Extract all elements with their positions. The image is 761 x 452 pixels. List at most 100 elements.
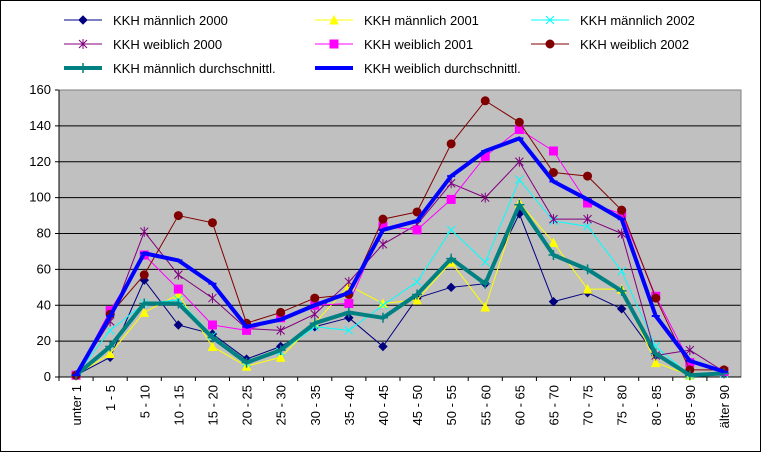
x-tick-label: 45 - 50 [410,385,425,425]
data-point [310,293,320,303]
data-point [548,250,559,261]
data-point [617,266,627,276]
data-point [241,357,252,368]
x-tick-label: unter 1 [69,385,84,425]
data-point [514,175,524,185]
x-tick-label: älter 90 [717,385,732,428]
series-line-kkh-weiblich-2002 [75,100,724,376]
x-tick-label: 20 - 25 [240,385,255,425]
y-tick-label: 40 [37,297,51,312]
data-point [412,225,422,235]
y-tick-labels: 0 20 40 60 80 100 120 140 160 [29,82,51,384]
data-point [276,325,286,336]
legend-label: KKH männlich 2002 [580,13,695,28]
series-line-kkh-maennlich-2002 [75,179,724,376]
data-point [446,225,456,235]
legend-label: KKH männlich durchschnittl. [113,61,276,76]
legend-item: KKH weiblich 2000 [64,37,222,52]
x-tick-labels: unter 1 1 - 5 5 - 10 10 - 15 15 - 20 20 - 25 2… [69,385,732,428]
x-tick-label: 10 - 15 [171,385,186,425]
data-point [548,237,559,247]
x-tick-label: 75 - 80 [615,385,630,425]
x-tick-label: 65 - 70 [546,385,561,425]
data-point [446,253,457,264]
legend-item: KKH männlich 2000 [64,13,228,28]
legend-marker [78,63,88,73]
data-point [275,352,286,362]
data-point [139,307,150,317]
data-point [548,168,558,178]
legend-item: KKH männlich 2002 [531,13,695,28]
data-point [207,341,218,352]
series-line-kkh-maennlich-durchschnittl [74,202,725,378]
data-point [514,117,524,127]
x-tick-label: 50 - 55 [444,385,459,425]
data-point [617,205,627,215]
data-point [105,326,115,335]
legend-marker [78,39,88,49]
y-tick-label: 20 [37,333,51,348]
data-point [685,345,695,356]
x-tick-label: 35 - 40 [342,385,357,425]
legend-label: KKH weiblich 2001 [364,37,473,52]
x-tick-label: 5 - 10 [137,385,152,418]
data-point [582,283,593,294]
data-point [412,294,422,305]
series-group [71,96,729,381]
axes [58,89,742,381]
series-kkh-weiblich-durchschnittl [72,136,728,377]
legend-item: KKH männlich 2001 [315,13,479,28]
legend-label: KKH männlich 2001 [364,13,479,28]
data-point [173,320,184,330]
data-point [412,289,423,300]
x-tick-label: 25 - 30 [274,385,289,425]
x-tick-label: 40 - 45 [376,385,391,425]
data-point [480,278,491,289]
data-point [480,301,491,312]
data-point [651,293,661,303]
data-point [139,270,149,280]
data-point [412,277,422,287]
data-point [446,139,456,149]
y-tick-label: 80 [37,226,51,241]
data-point [275,345,286,356]
series-kkh-maennlich-durchschnittl [71,199,729,381]
data-point [207,320,217,330]
data-point [480,257,490,267]
data-point [173,284,183,294]
y-tick-label: 140 [29,118,51,133]
data-point [378,341,388,352]
legend: KKH männlich 2000 KKH männlich 2001 KKH mä… [64,13,695,76]
data-point [412,207,422,217]
data-point [378,214,388,224]
series-line-kkh-weiblich-durchschnittl [74,136,725,377]
legend-marker [329,14,339,25]
x-tick-label: 1 - 5 [103,385,118,411]
series-line-kkh-maennlich-2000 [75,213,724,376]
data-point [343,307,354,318]
x-tick-label: 30 - 35 [308,385,323,425]
data-point [480,96,490,106]
y-tick-label: 100 [29,190,51,205]
data-point [548,296,559,307]
data-point [684,370,695,381]
data-point [105,348,115,359]
series-line-kkh-weiblich-2001 [75,128,725,376]
data-point [548,146,558,156]
x-tick-label: 55 - 60 [478,385,493,425]
legend-label: KKH weiblich durchschnittl. [364,61,521,76]
data-point [446,194,456,204]
legend-label: KKH weiblich 2000 [113,37,222,52]
legend-marker [78,15,88,25]
data-point [549,214,558,225]
data-point [650,348,661,359]
data-point [514,199,525,210]
data-point [583,171,593,181]
legend-label: KKH männlich 2000 [113,13,228,28]
x-tick-label: 15 - 20 [205,385,220,425]
legend-item: KKH weiblich durchschnittl. [315,61,521,76]
data-point [583,221,592,231]
data-point [207,332,218,343]
data-point [344,326,354,335]
